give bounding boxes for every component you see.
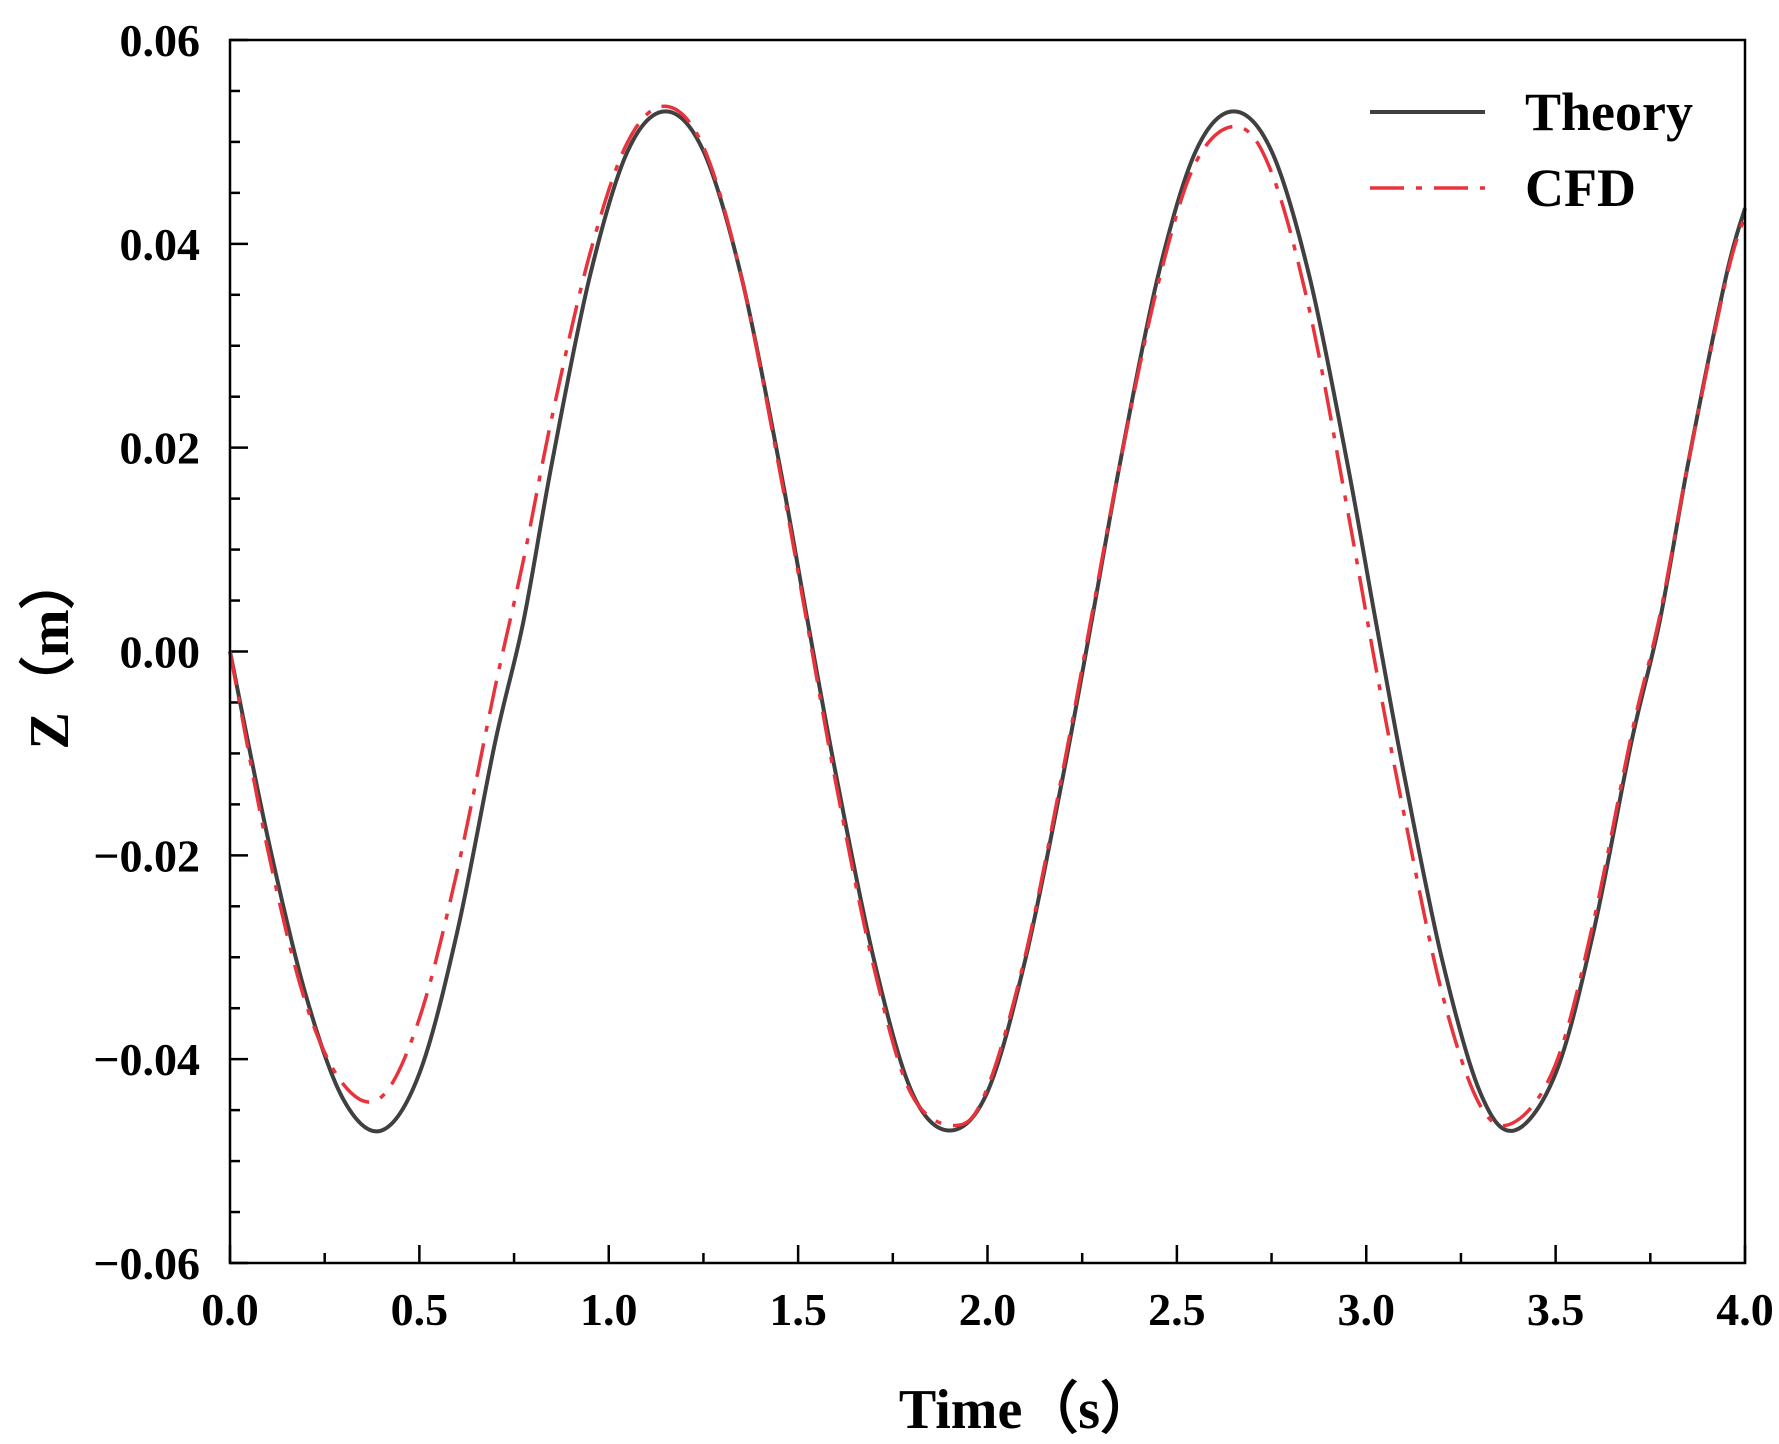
legend-label-theory: Theory — [1525, 82, 1693, 142]
x-tick-label: 4.0 — [1716, 1284, 1774, 1335]
tick-labels: 0.0 0.5 1.0 1.5 2.0 2.5 3.0 3.5 4.0 −0.06 −0.04 −0.… — [93, 15, 1773, 1335]
y-tick-label: −0.04 — [93, 1034, 200, 1085]
x-tick-label: 2.5 — [1148, 1284, 1206, 1335]
series-line-theory — [228, 109, 1747, 1134]
y-tick-label: 0.02 — [120, 423, 201, 474]
y-axis-title: Z（m） — [18, 554, 81, 750]
x-axis-title: Time（s） — [899, 1378, 1156, 1441]
axis-ticks — [228, 38, 1747, 1265]
x-tick-label: 0.5 — [391, 1284, 449, 1335]
plot-frame — [228, 38, 1747, 1265]
y-tick-label: 0.00 — [120, 627, 201, 678]
y-tick-label: −0.06 — [93, 1238, 200, 1289]
x-tick-label: 3.5 — [1527, 1284, 1585, 1335]
x-tick-label: 1.5 — [769, 1284, 827, 1335]
legend: Theory CFD — [1370, 82, 1693, 218]
x-tick-label: 1.0 — [580, 1284, 638, 1335]
y-tick-label: 0.04 — [120, 219, 201, 270]
y-tick-label: 0.06 — [120, 15, 201, 66]
series-layer — [228, 104, 1747, 1134]
y-tick-label: −0.02 — [93, 830, 200, 881]
x-tick-label: 3.0 — [1338, 1284, 1396, 1335]
x-tick-label: 2.0 — [959, 1284, 1017, 1335]
series-line-cfd — [228, 104, 1747, 1128]
legend-label-cfd: CFD — [1525, 158, 1636, 218]
x-tick-label: 0.0 — [201, 1284, 259, 1335]
